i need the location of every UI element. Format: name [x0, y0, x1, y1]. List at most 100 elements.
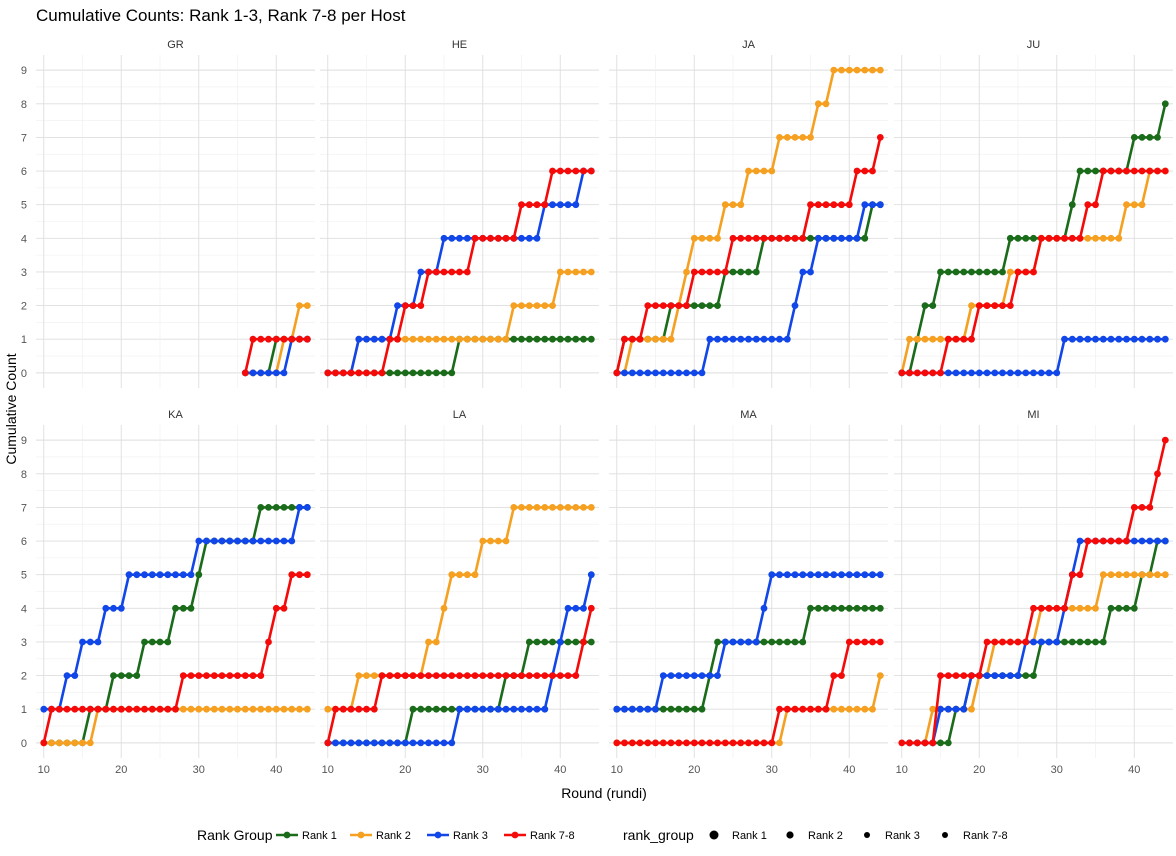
data-point: [745, 167, 752, 175]
x-tick-label: 40: [554, 764, 566, 776]
facet-label: GR: [167, 39, 184, 51]
data-point: [432, 672, 440, 679]
data-point: [1014, 234, 1022, 242]
data-point: [401, 335, 409, 343]
data-point: [549, 504, 556, 511]
data-point: [814, 604, 822, 612]
data-point: [952, 268, 960, 276]
data-point: [1099, 335, 1107, 343]
data-point: [898, 369, 906, 377]
data-point: [471, 571, 479, 579]
data-point: [760, 167, 768, 175]
data-point: [533, 302, 541, 309]
data-point: [502, 335, 510, 343]
data-point: [1146, 537, 1154, 545]
data-point: [628, 369, 636, 377]
data-point: [1138, 537, 1146, 545]
series-rank-7-8: [898, 436, 1169, 747]
data-point: [760, 739, 768, 747]
data-point: [706, 739, 714, 747]
data-point: [1061, 638, 1068, 646]
data-point: [510, 335, 518, 343]
legend-shape-key: [709, 830, 719, 840]
data-point: [265, 638, 272, 646]
data-point: [71, 705, 79, 713]
data-point: [1130, 537, 1138, 545]
data-point: [861, 66, 869, 74]
data-point: [1092, 167, 1099, 175]
data-point: [1006, 268, 1014, 276]
data-point: [549, 302, 556, 309]
data-point: [861, 638, 869, 646]
x-tick-label: 40: [843, 764, 855, 776]
data-point: [332, 739, 339, 747]
data-point: [659, 705, 667, 713]
data-point: [1092, 335, 1099, 343]
data-point: [303, 571, 311, 579]
data-point: [1076, 638, 1084, 646]
data-point: [991, 302, 999, 309]
data-point: [533, 335, 541, 343]
data-point: [218, 537, 226, 545]
data-point: [556, 672, 564, 679]
data-point: [683, 268, 690, 276]
data-point: [440, 705, 448, 713]
data-point: [133, 672, 141, 679]
legend-shape-key: [942, 832, 948, 838]
data-point: [518, 201, 525, 209]
data-point: [210, 537, 218, 545]
data-point: [1084, 167, 1092, 175]
data-point: [1030, 638, 1037, 646]
data-point: [394, 739, 401, 747]
data-point: [556, 335, 564, 343]
data-point: [179, 604, 187, 612]
data-point: [760, 234, 768, 242]
data-point: [1099, 167, 1107, 175]
data-point: [1154, 167, 1161, 175]
data-point: [280, 537, 288, 545]
data-point: [296, 302, 303, 309]
data-point: [1045, 604, 1053, 612]
data-point: [564, 504, 572, 511]
data-point: [370, 672, 378, 679]
data-point: [1161, 335, 1169, 343]
data-point: [1138, 134, 1146, 141]
y-tick-label: 0: [21, 738, 27, 750]
data-point: [303, 504, 311, 511]
data-point: [456, 234, 463, 242]
data-point: [807, 604, 814, 612]
data-point: [960, 268, 968, 276]
data-point: [510, 705, 518, 713]
data-point: [1092, 234, 1099, 242]
data-point: [952, 672, 960, 679]
data-point: [799, 705, 807, 713]
data-point: [861, 201, 869, 209]
data-point: [1130, 134, 1138, 141]
data-point: [417, 672, 425, 679]
data-point: [525, 504, 533, 511]
facet-label: MI: [1027, 409, 1039, 421]
data-point: [1161, 436, 1169, 444]
data-point: [347, 369, 355, 377]
data-point: [791, 302, 799, 309]
data-point: [518, 705, 525, 713]
data-point: [141, 571, 148, 579]
data-point: [814, 571, 822, 579]
facet-panel-ma: MA 10 20 30 40: [609, 409, 888, 776]
data-point: [378, 739, 386, 747]
data-point: [760, 604, 768, 612]
data-point: [968, 302, 975, 309]
data-point: [1107, 167, 1115, 175]
data-point: [853, 66, 861, 74]
data-point: [86, 705, 94, 713]
data-point: [525, 335, 533, 343]
data-point: [1045, 369, 1053, 377]
data-point: [776, 705, 783, 713]
data-point: [195, 672, 203, 679]
data-point: [203, 537, 210, 545]
data-point: [745, 739, 752, 747]
data-point: [621, 369, 628, 377]
data-point: [257, 504, 265, 511]
data-point: [721, 638, 729, 646]
data-point: [425, 268, 432, 276]
